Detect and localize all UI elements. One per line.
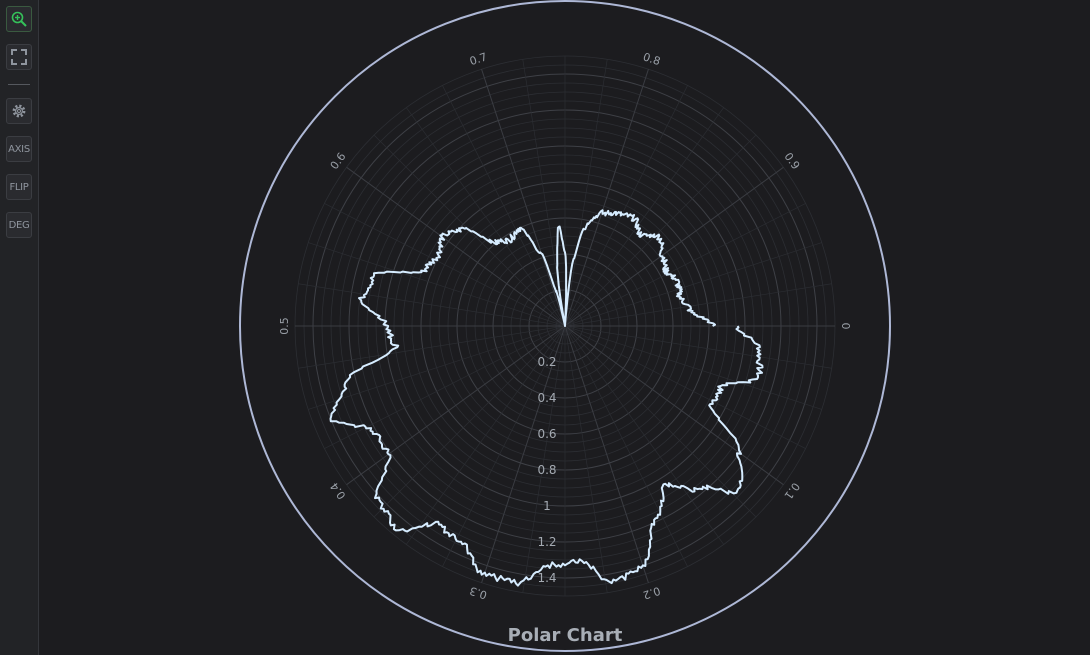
angular-tick-label: 0.7	[468, 50, 489, 68]
angular-grid-line	[564, 85, 688, 327]
angular-tick-label: 0.2	[641, 584, 662, 602]
angular-grid-line	[324, 203, 566, 327]
deg-button-label: DEG	[8, 219, 30, 231]
angular-grid-line	[324, 325, 566, 449]
gear-icon	[12, 104, 26, 118]
angular-grid-line	[564, 166, 784, 327]
toolbar-divider	[8, 84, 30, 85]
series-layer	[329, 209, 764, 587]
settings-button[interactable]	[6, 98, 32, 124]
angular-grid-line	[564, 283, 832, 327]
radial-tick-label: 0.2	[537, 355, 556, 369]
radial-tick-label: 1.2	[537, 535, 556, 549]
angular-tick-label: 0.3	[468, 584, 489, 602]
angular-grid-line	[564, 325, 832, 369]
fit-view-button[interactable]	[6, 44, 32, 70]
radial-tick-label: 1	[543, 499, 551, 513]
plot-boundary-circle	[239, 0, 891, 652]
angular-grid-line	[564, 107, 724, 327]
angular-grid-line	[442, 85, 566, 327]
angular-tick-label: 0.5	[278, 317, 291, 335]
degrees-button[interactable]: DEG	[6, 212, 32, 238]
radial-tick-label: 0.6	[537, 427, 556, 441]
angular-grid-line	[564, 325, 608, 593]
angular-grid-line	[308, 242, 566, 327]
angular-grid-line	[564, 203, 806, 327]
angular-grid-line	[564, 242, 822, 327]
angular-grid-line	[564, 325, 724, 545]
flip-button-label: FLIP	[9, 181, 29, 193]
angular-grid-line	[406, 325, 566, 545]
radial-tick-label: 1.4	[537, 571, 556, 585]
angular-grid-line	[564, 325, 688, 567]
angular-grid-line	[564, 134, 757, 327]
angular-grid-line	[564, 325, 649, 583]
flip-button[interactable]: FLIP	[6, 174, 32, 200]
fullscreen-icon	[11, 49, 27, 65]
polar-axes: 00.10.20.30.40.50.60.7 0.80.90.20.40.60.8…	[278, 50, 852, 601]
angular-grid-line	[564, 59, 608, 327]
angular-grid-line	[564, 325, 822, 410]
chart-title: Polar Chart	[508, 625, 623, 646]
angular-grid-line	[442, 325, 566, 567]
angular-grid-line	[564, 325, 757, 518]
angular-grid-line	[564, 69, 649, 327]
angular-grid-line	[298, 283, 566, 327]
axis-button[interactable]: AXIS	[6, 136, 32, 162]
chart-toolbar: AXIS FLIP DEG	[0, 0, 39, 655]
angular-grid-line	[406, 107, 566, 327]
angular-grid-line	[308, 325, 566, 410]
zoom-button[interactable]	[6, 6, 32, 32]
angular-grid-line	[346, 166, 566, 327]
angular-tick-label: 0.8	[641, 50, 662, 68]
angular-grid-line	[298, 325, 566, 369]
angular-grid-line	[373, 325, 566, 518]
angular-grid-line	[564, 325, 784, 486]
angular-grid-line	[346, 325, 566, 486]
series-line	[329, 209, 764, 587]
angular-grid-line	[481, 325, 566, 583]
axis-button-label: AXIS	[8, 143, 30, 155]
angular-grid-line	[522, 325, 566, 593]
polar-grid	[294, 55, 836, 597]
radial-tick-label: 0.4	[537, 391, 556, 405]
radial-tick-label: 0.8	[537, 463, 556, 477]
zoom-in-icon	[11, 11, 27, 27]
angular-tick-label: 0	[839, 323, 852, 330]
angular-grid-line	[564, 325, 806, 449]
angular-grid-line	[481, 69, 566, 327]
